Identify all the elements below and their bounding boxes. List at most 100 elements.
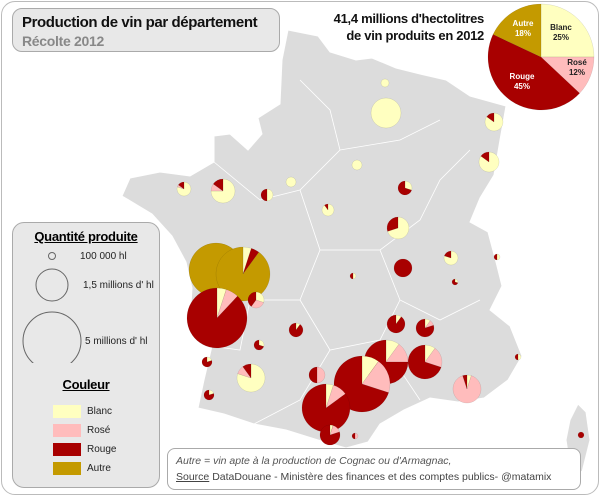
swatch-blanc bbox=[53, 405, 81, 418]
department-pie-slice-rose bbox=[210, 183, 224, 192]
department-pie-slice-blanc bbox=[484, 112, 504, 132]
department-pie bbox=[452, 374, 482, 404]
department-pie bbox=[407, 344, 443, 380]
department-pie bbox=[308, 366, 326, 384]
department-pie-slice-blanc bbox=[395, 314, 402, 325]
department-pie-slice-rouge bbox=[462, 374, 468, 390]
department-pie-slice-rouge bbox=[178, 181, 185, 190]
department-pie-slice-rouge bbox=[407, 344, 442, 380]
department-pie-slice-rouge bbox=[415, 318, 435, 338]
department-pie-slice-rose bbox=[216, 289, 238, 319]
source-line: Source DataDouane - Ministère des financ… bbox=[176, 471, 551, 483]
department-pie-slice-rouge bbox=[186, 287, 248, 349]
department-pie-slice-blanc bbox=[496, 253, 501, 261]
footer-note: Autre = vin apte à la production de Cogn… bbox=[167, 448, 581, 490]
pie-value-blanc: 25% bbox=[553, 33, 569, 42]
department-pie-slice-blanc bbox=[321, 203, 335, 217]
department-pie-slice-blanc bbox=[216, 287, 227, 319]
department-pie-slice-blanc bbox=[352, 272, 357, 280]
department-pie-slice-rose bbox=[424, 320, 434, 329]
department-pie-slice-blanc bbox=[176, 181, 192, 197]
department-pie-slice-rouge bbox=[486, 112, 495, 123]
department-pie bbox=[186, 287, 248, 349]
national-pie-labels: Autre 18% Blanc 25% Rosé 12% Rouge 45% bbox=[510, 19, 588, 91]
pie-label-rose: Rosé bbox=[567, 58, 587, 67]
department-pie bbox=[451, 278, 459, 286]
department-pie-slice-blanc bbox=[424, 318, 431, 329]
department-pie-slice-blanc bbox=[385, 339, 400, 363]
department-pie-slice-rouge bbox=[242, 363, 252, 379]
department-pie-slice-blanc bbox=[266, 188, 274, 202]
pie-label-rouge: Rouge bbox=[510, 72, 535, 81]
department-pie-slice-blanc bbox=[466, 374, 472, 390]
legend-size-label: 5 millions d' hl bbox=[85, 336, 148, 347]
department-pie bbox=[236, 363, 266, 393]
department-pie-slice-blanc bbox=[295, 322, 301, 331]
department-pie-slice-blanc bbox=[329, 424, 334, 436]
department-pie-slice-rouge bbox=[349, 272, 354, 280]
source-text: DataDouane - Ministère des finances et d… bbox=[209, 471, 552, 483]
swatch-rouge bbox=[53, 443, 81, 456]
department-pie-slice-rose bbox=[452, 375, 482, 404]
legend-size-label: 100 000 hl bbox=[80, 251, 127, 262]
national-pie-slice-autre bbox=[492, 3, 542, 58]
department-pie-slice-blanc bbox=[424, 344, 436, 363]
swatch-autre bbox=[53, 462, 81, 475]
department-pie-slice-blanc bbox=[517, 353, 522, 361]
department-pie-slice-rouge bbox=[386, 314, 406, 334]
department-pie-slice-blanc bbox=[478, 151, 500, 173]
department-pie-slice-blanc bbox=[210, 178, 236, 204]
legend-circle-medium bbox=[35, 268, 69, 302]
swatch-rose bbox=[53, 424, 81, 437]
legend-circle-large bbox=[22, 311, 82, 363]
national-pie-slice-blanc bbox=[540, 3, 595, 58]
department-pie-slice-rouge bbox=[253, 339, 265, 351]
footnote: Autre = vin apte à la production de Cogn… bbox=[176, 455, 452, 467]
legend-color-label: Rosé bbox=[87, 425, 111, 436]
department-pie-slice-rouge bbox=[393, 258, 413, 278]
department-pie-slice-rose bbox=[237, 366, 252, 379]
department-pie-slice-rouge bbox=[301, 383, 351, 433]
department-pie-slice-rouge bbox=[444, 250, 452, 259]
title-box: Production de vin par département Récolt… bbox=[12, 8, 280, 52]
national-pie-slice-rouge bbox=[487, 34, 580, 111]
department-pie-slice-blanc bbox=[454, 278, 459, 284]
total-production: 41,4 millions d'hectolitres de vin produ… bbox=[290, 10, 485, 44]
department-pie-slice-rouge bbox=[386, 216, 399, 232]
department-pie-slice-blanc bbox=[258, 339, 265, 347]
department-pie bbox=[253, 339, 265, 351]
total-line-2: de vin produits en 2012 bbox=[346, 28, 484, 43]
department-pie bbox=[349, 272, 357, 280]
department-pie-slice-rouge bbox=[351, 432, 356, 440]
department-pie bbox=[201, 356, 213, 368]
department-pie-slice-blanc bbox=[242, 246, 252, 275]
department-pie-slice-rose bbox=[361, 360, 391, 393]
department-pie bbox=[203, 389, 215, 401]
legend-size-circles bbox=[22, 252, 82, 363]
department-pie-slice-rouge bbox=[308, 366, 318, 384]
department-pie bbox=[478, 151, 500, 173]
department-pie-slice-rouge bbox=[319, 424, 341, 446]
legend-circle-small bbox=[48, 252, 56, 260]
department-pie bbox=[380, 78, 390, 88]
pie-label-blanc: Blanc bbox=[550, 23, 572, 32]
legend-size-title: Quantité produite bbox=[34, 229, 138, 244]
department-pie-slice-rose bbox=[329, 425, 340, 436]
legend-color-title: Couleur bbox=[62, 377, 110, 392]
department-pie-slice-blanc bbox=[351, 159, 363, 171]
department-pie-slice-rouge bbox=[480, 151, 490, 163]
department-pie bbox=[247, 291, 265, 309]
department-pie-slice-rouge bbox=[242, 248, 260, 275]
department-pie-slice-rose bbox=[354, 432, 359, 440]
department-pie bbox=[386, 314, 406, 334]
department-pies bbox=[176, 78, 585, 446]
department-pie-slice-blanc bbox=[361, 355, 379, 385]
department-pie-slice-rouge bbox=[397, 180, 412, 196]
legend-size-label: 1,5 millions d' hl bbox=[83, 280, 154, 291]
department-pie bbox=[176, 181, 192, 197]
department-pie-slice-rouge bbox=[451, 278, 459, 286]
department-pie-slice-blanc bbox=[255, 291, 265, 303]
department-pie bbox=[210, 178, 236, 204]
department-pie bbox=[260, 188, 274, 202]
department-pie-slice-rose bbox=[424, 347, 443, 368]
